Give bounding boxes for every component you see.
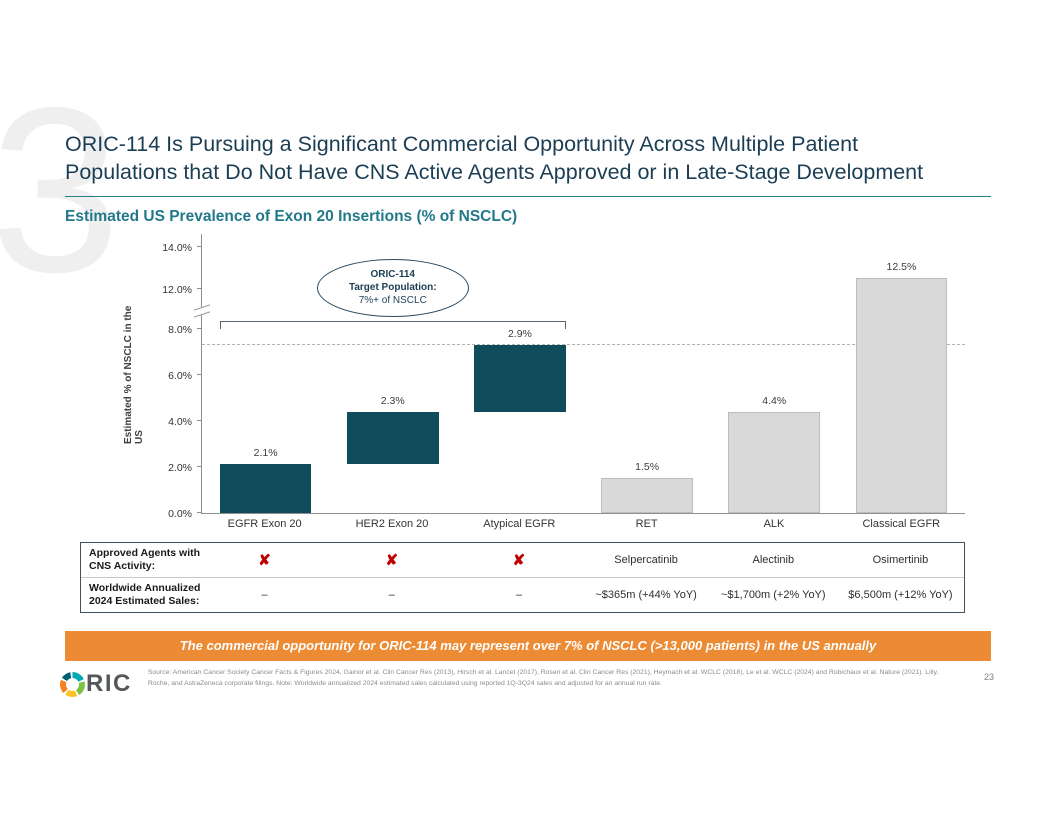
y-tick-label: 12.0% (162, 283, 192, 296)
table-row-cells: ✘ ✘ ✘ Selpercatinib Alectinib Osimertinib (201, 551, 964, 569)
chart-section-title: Estimated US Prevalence of Exon 20 Inser… (65, 207, 518, 225)
page-number: 23 (983, 672, 994, 682)
prevalence-chart: Estimated % of NSCLC in the US 0.0% 2.0% 4… (115, 233, 991, 520)
background-watermark-numeral: 3 (0, 58, 121, 321)
table-cell: Alectinib (752, 553, 795, 566)
y-tick-mark (197, 287, 202, 289)
callout-line3: 7%+ of NSCLC (358, 295, 427, 307)
target-population-callout: ORIC-114 Target Population: 7%+ of NSCLC (316, 258, 469, 317)
bar-value-label: 1.5% (635, 461, 660, 474)
y-tick-label: 14.0% (162, 241, 192, 254)
y-tick-mark (197, 327, 202, 329)
target-threshold-line (202, 343, 965, 345)
page-title: ORIC-114 Is Pursuing a Significant Comme… (65, 130, 991, 187)
category-label: HER2 Exon 20 (355, 517, 429, 530)
bar-classical-egfr (855, 278, 948, 513)
bar-value-label: 2.9% (507, 327, 532, 340)
bar-value-label: 12.5% (886, 261, 917, 274)
category-labels: EGFR Exon 20 HER2 Exon 20 Atypical EGFR RET… (201, 518, 965, 530)
table-cell: Osimertinib (872, 553, 929, 566)
table-cell: – (261, 589, 268, 602)
y-tick-label: 4.0% (168, 415, 192, 428)
table-cell: – (388, 589, 395, 602)
page-title-line2: Populations that Do Not Have CNS Active … (65, 160, 924, 185)
y-tick-label: 2.0% (168, 461, 192, 474)
bar-value-label: 2.3% (380, 394, 405, 407)
table-row-label: Approved Agents with CNS Activity: (89, 546, 201, 572)
bar-atypical-egfr (474, 344, 566, 412)
y-tick-label: 8.0% (168, 323, 192, 336)
bar-alk (728, 411, 821, 513)
table-cell: Selpercatinib (614, 553, 678, 566)
bar-her2-exon-20 (346, 411, 439, 465)
category-label: RET (635, 517, 658, 530)
y-axis-ticks: 0.0% 2.0% 4.0% 6.0% 8.0% 12.0% 14.0% (145, 234, 201, 520)
category-label: EGFR Exon 20 (227, 517, 302, 530)
bar-value-label: 2.1% (253, 447, 278, 460)
table-cell: ~$365m (+44% YoY) (595, 589, 697, 602)
category-label: Classical EGFR (862, 517, 941, 530)
table-cell: ~$1,700m (+2% YoY) (720, 589, 826, 602)
table-cell: – (515, 589, 522, 602)
y-tick-label: 0.0% (168, 507, 192, 520)
target-population-bracket (219, 320, 566, 329)
footer: RIC Source: American Cancer Society Canc… (60, 668, 991, 698)
bar-value-label: 4.4% (762, 394, 787, 407)
y-tick-mark (197, 511, 202, 513)
table-row: Approved Agents with CNS Activity: ✘ ✘ ✘ Se… (81, 543, 964, 577)
oric-logo-text: RIC (86, 670, 132, 698)
red-x-icon: ✘ (512, 551, 526, 569)
red-x-icon: ✘ (385, 551, 399, 569)
y-tick-mark (197, 419, 202, 421)
summary-table: Approved Agents with CNS Activity: ✘ ✘ ✘ Se… (80, 541, 965, 614)
callout-line2: Target Population: (348, 282, 437, 294)
title-separator (65, 195, 991, 197)
callout-line1: ORIC-114 (370, 269, 415, 281)
slide-content: ORIC-114 Is Pursuing a Significant Comme… (60, 130, 991, 698)
y-tick-mark (197, 465, 202, 467)
y-axis-label-gutter: Estimated % of NSCLC in the US (115, 234, 145, 514)
y-tick-mark (197, 245, 202, 247)
y-axis-label: Estimated % of NSCLC in the US (123, 305, 145, 444)
table-row: Worldwide Annualized 2024 Estimated Sale… (81, 577, 964, 612)
table-row-label: Worldwide Annualized 2024 Estimated Sale… (89, 582, 201, 608)
oric-logo: RIC (60, 670, 132, 698)
source-note: Source: American Cancer Society Cancer F… (147, 669, 939, 688)
chart-plot: ORIC-114 Target Population: 7%+ of NSCLC… (194, 233, 965, 514)
category-label: Atypical EGFR (483, 517, 556, 530)
category-label: ALK (763, 517, 785, 530)
red-x-icon: ✘ (258, 551, 271, 569)
bar-egfr-exon-20 (219, 464, 312, 513)
y-tick-mark (197, 373, 202, 375)
page-title-line1: ORIC-114 Is Pursuing a Significant Comme… (65, 132, 859, 156)
commercial-opportunity-banner: The commercial opportunity for ORIC-114 … (65, 631, 991, 662)
oric-logo-ring-icon (60, 671, 85, 697)
table-cell: $6,500m (+12% YoY) (848, 589, 953, 602)
bar-ret (601, 478, 693, 513)
y-tick-label: 6.0% (168, 369, 192, 382)
table-row-cells: – – – ~$365m (+44% YoY) ~$1,700m (+2% YoY) $6… (201, 589, 964, 601)
